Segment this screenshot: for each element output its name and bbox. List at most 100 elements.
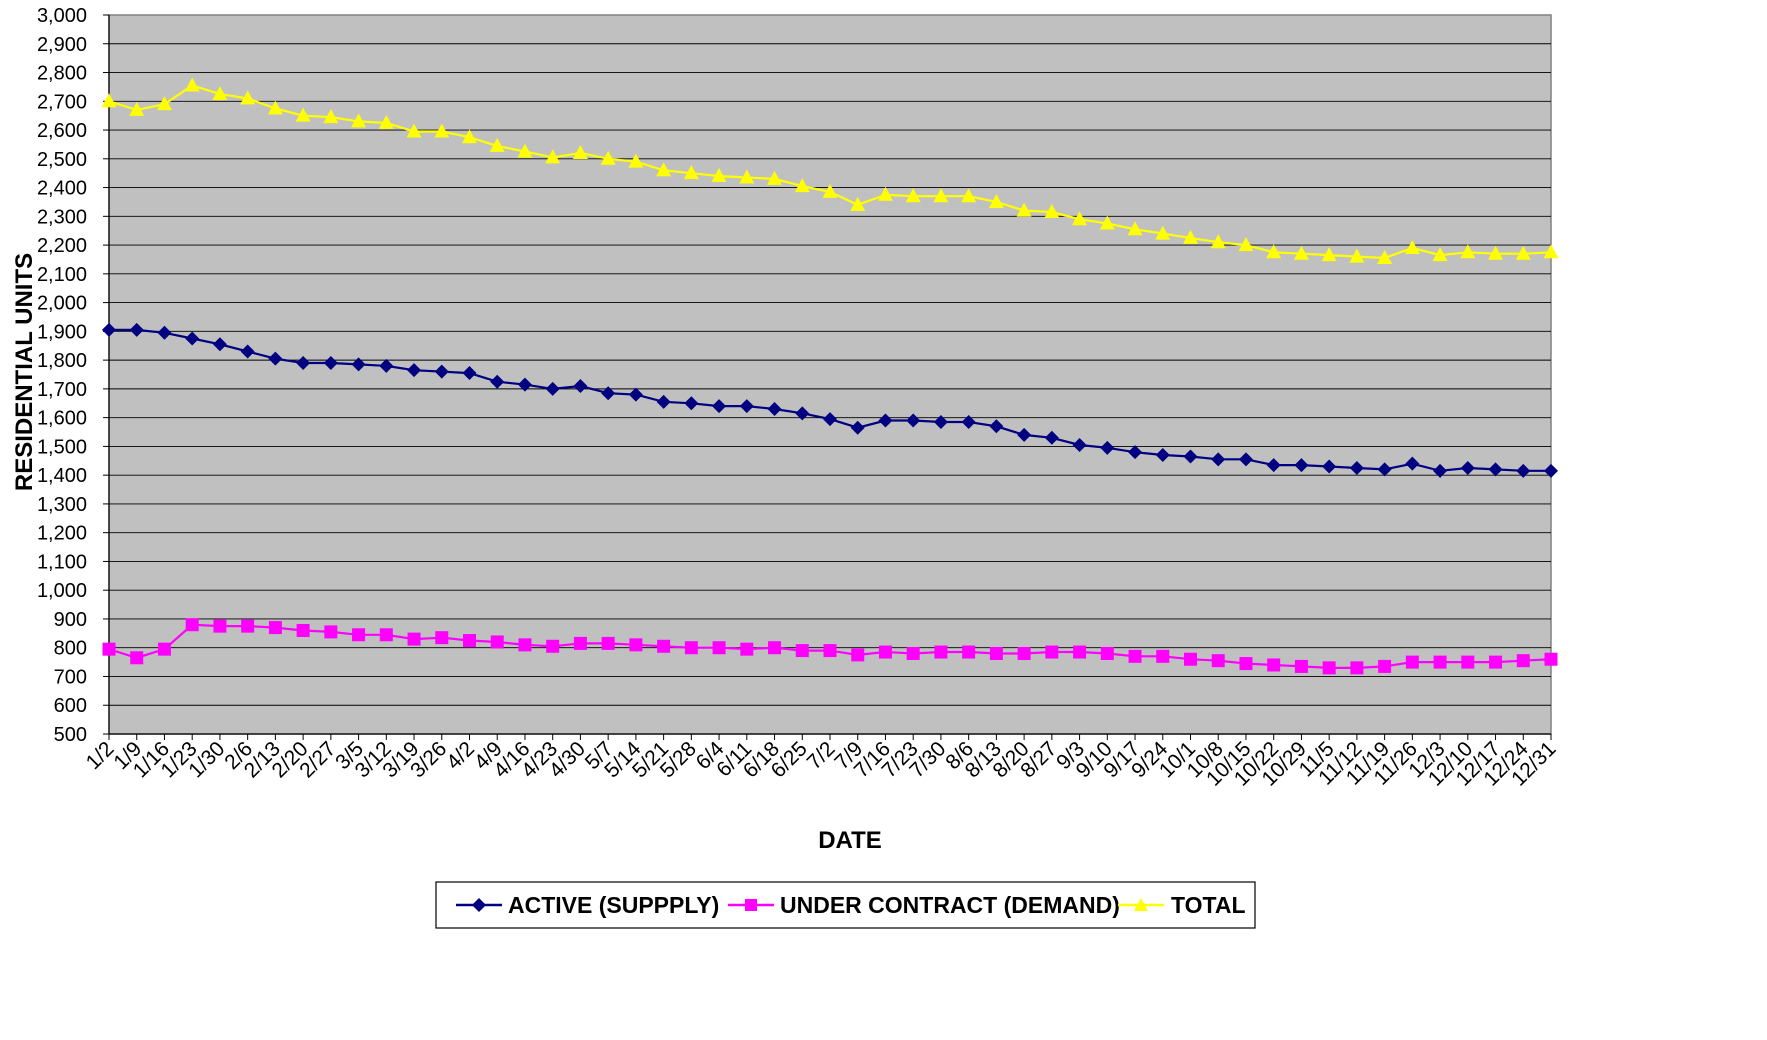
- data-point-triangle: [905, 188, 921, 203]
- y-tick-label: 2,000: [37, 293, 87, 315]
- data-point-square: [1294, 659, 1308, 673]
- legend-label-active: ACTIVE (SUPPPLY): [508, 892, 719, 918]
- data-point-triangle: [1210, 234, 1226, 249]
- data-point-triangle: [1460, 244, 1476, 259]
- data-point-square: [657, 639, 671, 653]
- legend: ACTIVE (SUPPPLY) UNDER CONTRACT (DEMAND)…: [435, 881, 1256, 929]
- data-point-diamond: [407, 363, 422, 378]
- legend-diamond-icon: [472, 898, 486, 912]
- data-point-square: [1516, 654, 1530, 668]
- data-point-diamond: [296, 355, 311, 370]
- data-point-diamond: [906, 413, 921, 428]
- data-point-diamond: [1460, 460, 1475, 475]
- data-point-diamond: [323, 355, 338, 370]
- data-point-square: [712, 641, 726, 655]
- y-tick-label: 1,200: [37, 523, 87, 545]
- data-point-diamond: [1322, 459, 1337, 474]
- data-point-diamond: [1155, 448, 1170, 463]
- data-point-triangle: [1404, 239, 1420, 254]
- legend-label-total: TOTAL: [1171, 892, 1246, 918]
- data-point-diamond: [1488, 462, 1503, 477]
- data-point-triangle: [517, 143, 533, 158]
- y-tick-label: 2,700: [37, 91, 87, 113]
- data-point-square: [102, 642, 116, 656]
- data-point-diamond: [989, 419, 1004, 434]
- y-tick-label: 600: [54, 695, 87, 717]
- data-point-square: [379, 628, 393, 642]
- data-point-triangle: [1377, 250, 1393, 265]
- data-point-triangle: [628, 153, 644, 168]
- y-tick-label: 2,400: [37, 178, 87, 200]
- data-point-triangle: [406, 123, 422, 138]
- data-point-square: [629, 638, 643, 652]
- x-axis-title: DATE: [818, 827, 882, 854]
- data-point-square: [352, 628, 366, 642]
- data-point-diamond: [102, 322, 116, 337]
- data-point-diamond: [878, 413, 893, 428]
- y-axis-title: RESIDENTIAL UNITS: [11, 253, 38, 491]
- data-point-square: [934, 645, 948, 659]
- data-point-triangle: [267, 100, 283, 115]
- data-point-triangle: [961, 188, 977, 203]
- y-tick-label: 2,500: [37, 149, 87, 171]
- data-point-triangle: [240, 90, 256, 105]
- data-point-square: [768, 641, 782, 655]
- legend-item-total: TOTAL: [1118, 892, 1246, 918]
- data-point-square: [157, 642, 171, 656]
- data-point-square: [546, 639, 560, 653]
- data-point-triangle: [378, 114, 394, 129]
- data-point-diamond: [712, 399, 727, 414]
- data-point-square: [268, 621, 282, 635]
- data-point-diamond: [1017, 427, 1032, 442]
- data-point-square: [1544, 652, 1558, 666]
- data-point-triangle: [1432, 247, 1448, 262]
- y-tick-label: 2,800: [37, 63, 87, 85]
- y-tick-label: 1,000: [37, 580, 87, 602]
- data-point-diamond: [240, 344, 255, 359]
- data-point-square: [185, 618, 199, 632]
- y-tick-label: 1,500: [37, 436, 87, 458]
- data-point-square: [906, 646, 920, 660]
- y-tick-label: 2,300: [37, 206, 87, 228]
- data-point-diamond: [1266, 458, 1281, 473]
- data-point-diamond: [1544, 463, 1558, 478]
- y-tick-label: 700: [54, 666, 87, 688]
- data-point-diamond: [795, 406, 810, 421]
- data-point-square: [684, 641, 698, 655]
- data-point-square: [1017, 646, 1031, 660]
- data-point-triangle: [1543, 244, 1559, 259]
- data-point-triangle: [739, 169, 755, 184]
- data-point-triangle: [572, 145, 588, 160]
- y-tick-label: 2,600: [37, 120, 87, 142]
- data-point-diamond: [628, 387, 643, 402]
- data-point-square: [573, 636, 587, 650]
- data-point-diamond: [601, 386, 616, 401]
- data-point-square: [407, 632, 421, 646]
- data-point-diamond: [1349, 460, 1364, 475]
- data-point-triangle: [212, 86, 228, 101]
- data-point-triangle: [933, 188, 949, 203]
- data-point-triangle: [767, 170, 783, 185]
- data-point-diamond: [1072, 437, 1087, 452]
- data-point-triangle: [1266, 244, 1282, 259]
- data-point-square: [463, 634, 476, 648]
- series-layer: [101, 77, 1559, 675]
- data-point-triangle: [822, 183, 838, 198]
- data-point-triangle: [489, 137, 505, 152]
- data-point-diamond: [351, 357, 366, 372]
- data-point-triangle: [101, 93, 117, 108]
- data-point-triangle: [462, 129, 477, 144]
- data-point-square: [1073, 645, 1087, 659]
- data-point-diamond: [684, 396, 699, 411]
- data-point-square: [1461, 655, 1475, 669]
- data-point-triangle: [1238, 237, 1254, 252]
- data-point-square: [1405, 655, 1419, 669]
- data-point-diamond: [656, 394, 671, 409]
- data-point-diamond: [1100, 440, 1115, 455]
- data-point-triangle: [600, 150, 616, 165]
- legend-item-active: ACTIVE (SUPPPLY): [456, 892, 719, 918]
- data-point-diamond: [1377, 462, 1392, 477]
- data-point-square: [601, 636, 615, 650]
- y-tick-label: 800: [54, 638, 87, 660]
